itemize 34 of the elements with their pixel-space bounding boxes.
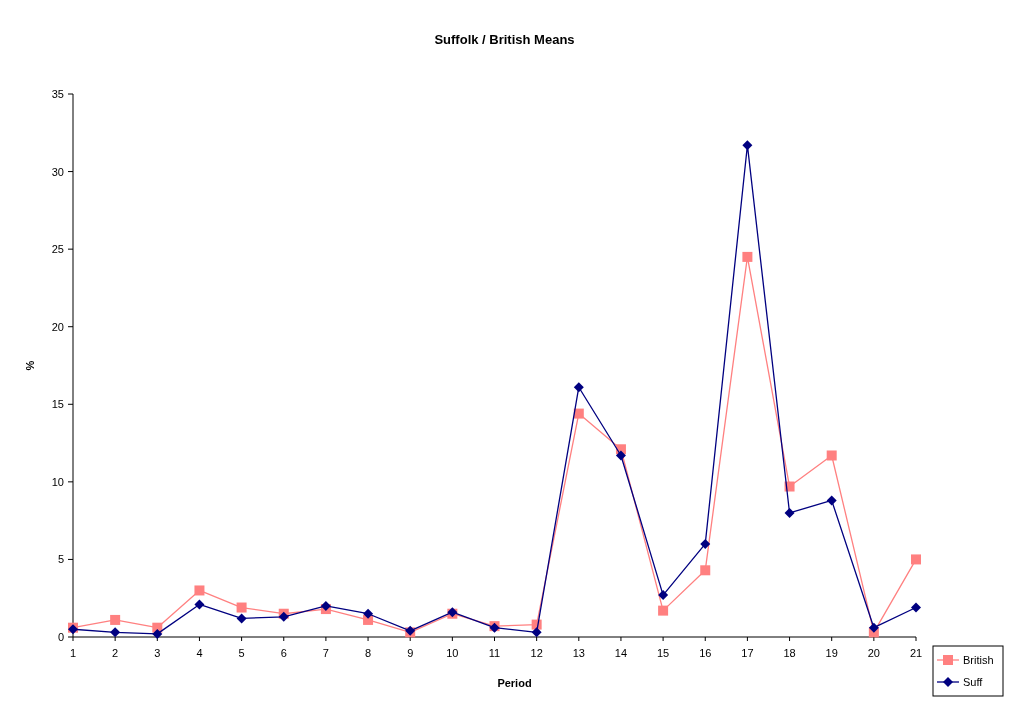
y-tick-label: 20 xyxy=(51,320,64,333)
y-tick-label: 25 xyxy=(51,243,64,256)
y-tick-label: 5 xyxy=(57,553,64,566)
y-tick-label: 35 xyxy=(51,88,64,100)
x-tick-label: 14 xyxy=(614,647,628,659)
x-tick-label: 20 xyxy=(867,647,880,659)
x-tick-label: 5 xyxy=(238,647,245,659)
x-tick-label: 19 xyxy=(825,647,838,659)
x-tick-label: 21 xyxy=(909,647,923,659)
x-axis-title: Period xyxy=(497,677,532,689)
x-tick-label: 15 xyxy=(656,647,670,659)
x-tick-label: 9 xyxy=(407,647,414,659)
legend-label: Suff xyxy=(963,676,984,688)
y-tick-label: 0 xyxy=(57,631,64,643)
y-axis-title: % xyxy=(24,360,36,371)
x-tick-label: 17 xyxy=(741,647,754,659)
x-tick-label: 1 xyxy=(69,647,77,659)
x-tick-label: 16 xyxy=(699,647,712,659)
y-tick-label: 10 xyxy=(51,475,64,488)
y-tick-label: 30 xyxy=(51,165,64,178)
x-tick-label: 10 xyxy=(446,647,459,659)
x-tick-label: 12 xyxy=(530,647,543,659)
x-tick-label: 11 xyxy=(488,647,501,659)
x-tick-label: 8 xyxy=(364,647,372,659)
x-tick-label: 3 xyxy=(154,647,161,659)
x-tick-label: 4 xyxy=(196,647,203,659)
x-tick-label: 7 xyxy=(322,647,329,659)
x-tick-label: 2 xyxy=(112,647,119,659)
chart-title: Suffolk / British Means xyxy=(434,32,575,47)
legend-label: British xyxy=(963,654,994,666)
y-tick-label: 15 xyxy=(51,398,64,411)
x-tick-label: 18 xyxy=(783,647,796,659)
x-tick-label: 6 xyxy=(280,647,287,659)
x-tick-label: 13 xyxy=(572,647,585,659)
